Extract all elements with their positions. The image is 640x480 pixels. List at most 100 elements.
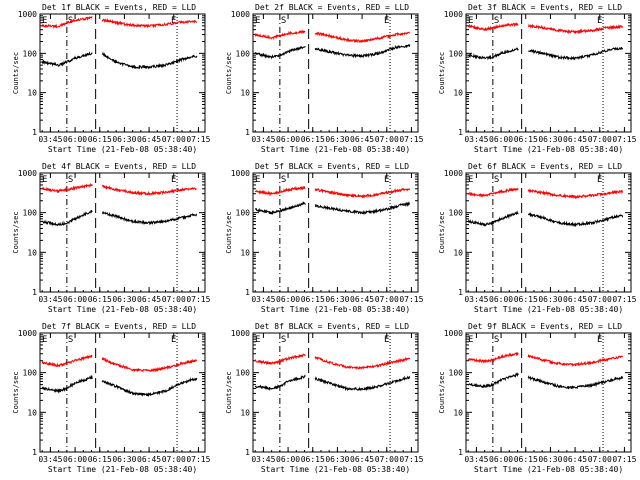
x-tick-label: 07:15 — [186, 455, 210, 464]
panel-title: Det 7f BLACK = Events, RED = LLD — [42, 322, 196, 331]
marker-label-s: S — [281, 175, 286, 185]
y-tick-label: 1000 — [18, 329, 37, 338]
panel-title: Det 4f BLACK = Events, RED = LLD — [42, 162, 196, 171]
chart-panel-8: Det 8f BLACK = Events, RED = LLD 1 10 100 10… — [225, 322, 424, 474]
series-line-events — [467, 372, 624, 390]
plot-frame — [39, 13, 206, 133]
chart-panel-1: Det 1f BLACK = Events, RED = LLD 1 10 100 10… — [12, 3, 211, 154]
marker-label-s: S — [494, 335, 499, 345]
x-tick-label: 06:15 — [514, 455, 538, 464]
x-tick-label: 07:15 — [612, 135, 636, 144]
x-tick-label: 06:00 — [489, 295, 513, 304]
x-tick-label: 06:15 — [88, 295, 112, 304]
series-line-lld — [254, 29, 410, 44]
y-tick-label: 100 — [449, 49, 464, 58]
y-tick-label: 10 — [27, 89, 37, 98]
series-line-events — [41, 51, 198, 70]
x-axis-label: Start Time (21-Feb-08 05:38:40) — [261, 465, 410, 474]
y-tick-label: 10 — [453, 248, 463, 257]
x-tick-label: 07:00 — [375, 135, 399, 144]
x-tick-label: 06:00 — [63, 295, 87, 304]
x-tick-label: 06:45 — [563, 135, 587, 144]
x-tick-label: 06:30 — [112, 295, 136, 304]
series-line-events — [468, 210, 624, 227]
x-tick-label: 06:00 — [63, 135, 87, 144]
panel-title: Det 6f BLACK = Events, RED = LLD — [468, 162, 622, 171]
y-axis-label: Counts/sec — [225, 211, 233, 253]
y-tick-label: 1 — [245, 448, 250, 457]
x-tick-label: 06:15 — [301, 455, 325, 464]
x-tick-label: 06:00 — [276, 135, 300, 144]
series-line-lld — [254, 185, 411, 199]
y-axis-label: Counts/sec — [225, 371, 233, 413]
y-tick-label: 1000 — [18, 10, 37, 19]
y-axis-label: Counts/sec — [438, 52, 446, 94]
marker-label-s: S — [281, 16, 286, 26]
x-tick-label: 07:15 — [399, 455, 423, 464]
marker-label-e1: E — [468, 16, 473, 26]
y-tick-label: 1 — [458, 448, 463, 457]
chart-panel-6: Det 6f BLACK = Events, RED = LLD 1 10 100 10… — [438, 162, 637, 314]
x-tick-label: 07:15 — [399, 135, 423, 144]
x-tick-label: 06:45 — [137, 455, 161, 464]
plot-frame — [252, 13, 419, 133]
chart-panel-5: Det 5f BLACK = Events, RED = LLD 1 10 100 10… — [225, 162, 424, 314]
x-tick-label: 03:45 — [251, 455, 275, 464]
x-tick-label: 07:00 — [588, 455, 612, 464]
y-tick-label: 100 — [449, 369, 464, 378]
x-tick-label: 06:15 — [88, 135, 112, 144]
x-tick-label: 07:15 — [399, 295, 423, 304]
marker-label-e1: E — [468, 175, 473, 185]
x-tick-label: 06:45 — [350, 455, 374, 464]
x-tick-label: 06:00 — [63, 455, 87, 464]
series-line-lld — [255, 353, 411, 371]
plot-frame — [465, 13, 632, 133]
y-tick-label: 100 — [236, 49, 251, 58]
y-tick-label: 10 — [453, 89, 463, 98]
series-line-events — [254, 201, 411, 216]
series-line-lld — [468, 187, 624, 200]
x-tick-label: 06:45 — [350, 295, 374, 304]
y-tick-label: 1000 — [444, 329, 463, 338]
panel-title: Det 2f BLACK = Events, RED = LLD — [255, 3, 409, 12]
chart-panel-4: Det 4f BLACK = Events, RED = LLD 1 10 100 10… — [12, 162, 211, 314]
marker-label-e1: E — [255, 16, 260, 26]
plot-frame — [252, 172, 419, 293]
y-tick-label: 100 — [23, 209, 38, 218]
x-axis-label: Start Time (21-Feb-08 05:38:40) — [474, 305, 623, 314]
x-tick-label: 06:45 — [563, 455, 587, 464]
y-tick-label: 1 — [32, 288, 37, 297]
series-line-events — [254, 44, 411, 60]
series-line-events — [41, 374, 198, 398]
chart-panel-2: Det 2f BLACK = Events, RED = LLD 1 10 100 10… — [225, 3, 424, 154]
x-tick-label: 06:30 — [325, 455, 349, 464]
y-tick-label: 10 — [27, 408, 37, 417]
x-tick-label: 07:00 — [375, 455, 399, 464]
y-axis-label: Counts/sec — [438, 371, 446, 413]
plot-frame — [39, 332, 206, 453]
series-line-events — [254, 374, 411, 392]
series-line-events — [41, 209, 198, 227]
x-tick-label: 07:15 — [612, 295, 636, 304]
y-tick-label: 100 — [449, 209, 464, 218]
y-tick-label: 1000 — [18, 169, 37, 178]
marker-label-e2: E — [597, 175, 602, 185]
series-line-events — [467, 47, 623, 61]
marker-label-e2: E — [384, 335, 389, 345]
y-axis-label: Counts/sec — [12, 371, 20, 413]
marker-label-s: S — [494, 16, 499, 26]
x-tick-label: 06:15 — [514, 135, 538, 144]
y-tick-label: 100 — [236, 209, 251, 218]
marker-label-e1: E — [255, 335, 260, 345]
marker-label-e1: E — [42, 16, 47, 26]
y-tick-label: 1 — [32, 128, 37, 137]
marker-label-s: S — [68, 335, 73, 345]
x-tick-label: 07:15 — [612, 455, 636, 464]
y-tick-label: 1 — [245, 128, 250, 137]
x-tick-label: 06:30 — [112, 455, 136, 464]
x-tick-label: 06:30 — [538, 135, 562, 144]
plot-frame — [39, 172, 206, 293]
marker-label-e2: E — [171, 175, 176, 185]
x-tick-label: 03:45 — [464, 295, 488, 304]
